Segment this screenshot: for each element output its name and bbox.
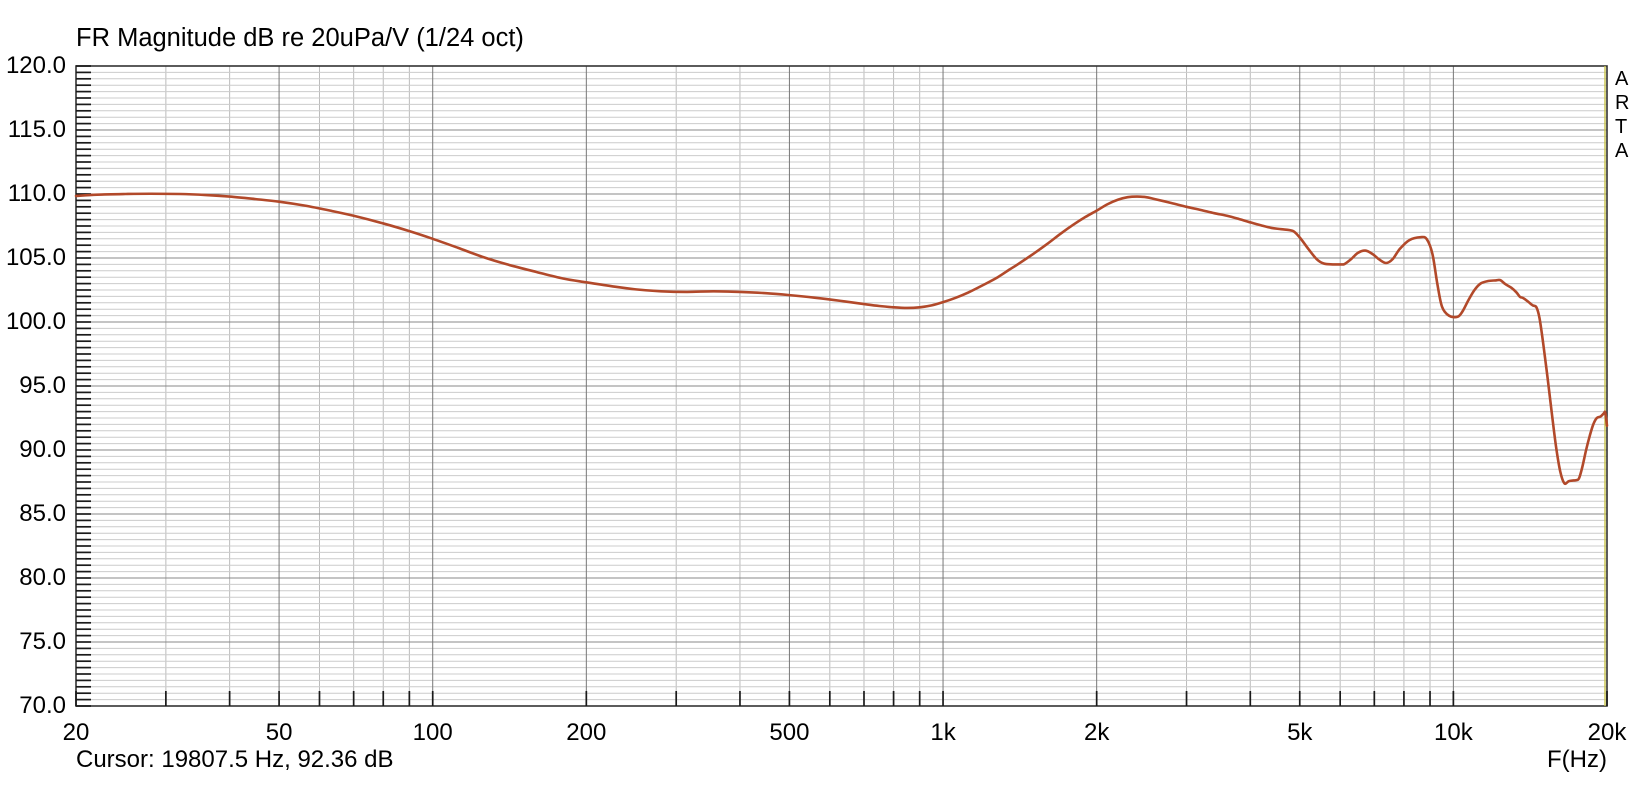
svg-text:120.0: 120.0 (6, 52, 66, 79)
svg-text:75.0: 75.0 (19, 628, 66, 655)
svg-text:Cursor: 19807.5 Hz, 92.36 dB: Cursor: 19807.5 Hz, 92.36 dB (76, 746, 394, 773)
svg-text:20k: 20k (1588, 719, 1628, 746)
svg-text:T: T (1615, 116, 1627, 138)
svg-text:100.0: 100.0 (6, 308, 66, 335)
svg-text:FR Magnitude dB re 20uPa/V (1/: FR Magnitude dB re 20uPa/V (1/24 oct) (76, 24, 524, 52)
svg-text:5k: 5k (1287, 719, 1313, 746)
svg-text:80.0: 80.0 (19, 564, 66, 591)
svg-text:500: 500 (769, 719, 809, 746)
svg-text:100: 100 (413, 719, 453, 746)
svg-text:F(Hz): F(Hz) (1547, 746, 1607, 773)
svg-text:2k: 2k (1084, 719, 1110, 746)
svg-text:20: 20 (63, 719, 90, 746)
svg-text:110.0: 110.0 (8, 180, 66, 207)
svg-text:95.0: 95.0 (19, 372, 66, 399)
svg-text:115.0: 115.0 (8, 116, 66, 143)
svg-text:90.0: 90.0 (19, 436, 66, 463)
svg-text:R: R (1615, 92, 1629, 114)
svg-text:50: 50 (266, 719, 293, 746)
svg-text:A: A (1615, 140, 1629, 162)
svg-text:70.0: 70.0 (19, 692, 66, 719)
svg-text:200: 200 (566, 719, 606, 746)
svg-text:1k: 1k (930, 719, 956, 746)
svg-text:85.0: 85.0 (19, 500, 66, 527)
svg-text:105.0: 105.0 (6, 244, 66, 271)
svg-text:A: A (1615, 68, 1629, 90)
svg-text:10k: 10k (1434, 719, 1474, 746)
